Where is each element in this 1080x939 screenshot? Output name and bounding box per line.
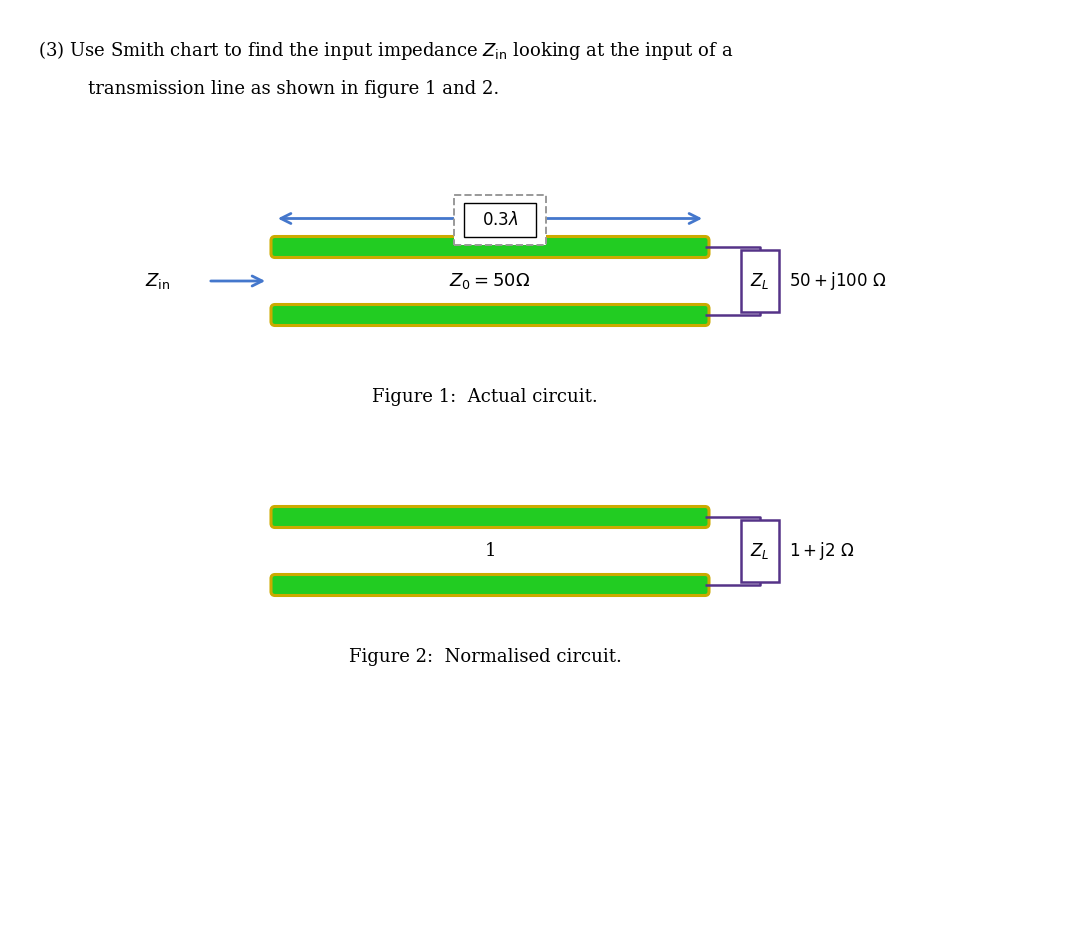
- Text: $Z_L$: $Z_L$: [751, 541, 770, 561]
- FancyBboxPatch shape: [271, 304, 708, 326]
- FancyBboxPatch shape: [271, 237, 708, 257]
- Text: $Z_L$: $Z_L$: [751, 271, 770, 291]
- Text: transmission line as shown in figure 1 and 2.: transmission line as shown in figure 1 a…: [87, 80, 499, 98]
- Text: $0.3\lambda$: $0.3\lambda$: [482, 210, 518, 228]
- Text: $50 + \mathrm{j}100\ \Omega$: $50 + \mathrm{j}100\ \Omega$: [789, 270, 887, 292]
- Text: 1: 1: [484, 542, 496, 560]
- Text: $Z_0 = 50\Omega$: $Z_0 = 50\Omega$: [449, 271, 530, 291]
- Text: $1 + \mathrm{j}2\ \Omega$: $1 + \mathrm{j}2\ \Omega$: [789, 540, 854, 562]
- Text: (3) Use Smith chart to find the input impedance $Z_{\mathrm{in}}$ looking at the: (3) Use Smith chart to find the input im…: [38, 39, 733, 63]
- Text: $Z_{\mathrm{in}}$: $Z_{\mathrm{in}}$: [146, 271, 171, 291]
- Bar: [741, 520, 779, 582]
- Bar: [741, 250, 779, 312]
- Bar: [454, 194, 546, 244]
- FancyBboxPatch shape: [271, 506, 708, 528]
- Text: Figure 1:  Actual circuit.: Figure 1: Actual circuit.: [373, 388, 598, 406]
- Bar: [464, 203, 536, 237]
- FancyBboxPatch shape: [271, 575, 708, 595]
- Text: Figure 2:  Normalised circuit.: Figure 2: Normalised circuit.: [349, 648, 621, 666]
